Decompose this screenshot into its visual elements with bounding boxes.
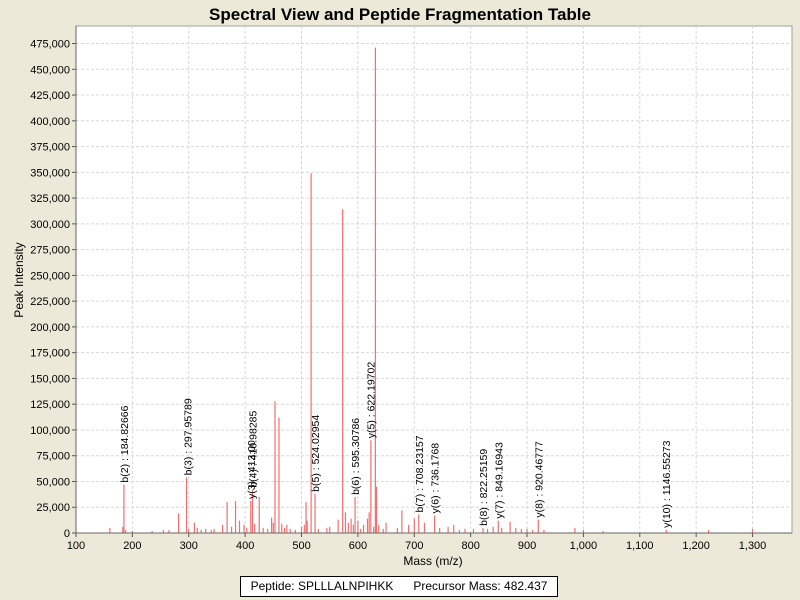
y-tick-label: 50,000	[36, 476, 70, 488]
grid-lines	[75, 26, 792, 534]
x-tick-label: 600	[349, 540, 367, 552]
legend-box: Peptide: SPLLLALNPIHKK Precursor Mass: 4…	[240, 576, 558, 597]
peak-annotation-label: b(2) : 184.82666	[119, 405, 131, 482]
y-tick-label: 275,000	[30, 245, 70, 257]
x-tick-label: 1,100	[626, 540, 654, 552]
y-tick-label: 100,000	[30, 425, 70, 437]
x-tick-label: 200	[123, 540, 141, 552]
peak-annotation-label: y(7) : 849.16943	[493, 442, 505, 519]
peak-series	[109, 47, 754, 533]
y-tick-label: 175,000	[30, 348, 70, 360]
x-axis-label: Mass (m/z)	[403, 554, 462, 568]
y-tick-label: 75,000	[36, 451, 70, 463]
peak-annotation-label: y(3) : 413.00	[246, 440, 258, 499]
y-tick-label: 150,000	[30, 373, 70, 385]
x-tick-label: 1,000	[570, 540, 598, 552]
peak-annotations: b(2) : 184.82666 b(3) : 297.95789 y(3) : 4…	[119, 362, 673, 528]
peak-annotation-label: y(5) : 622.19702	[365, 362, 377, 439]
x-tick-label: 100	[67, 540, 85, 552]
y-tick-label: 425,000	[30, 90, 70, 102]
x-tick-label: 500	[292, 540, 310, 552]
chart-title: Spectral View and Peptide Fragmentation …	[209, 5, 591, 24]
peak-annotation-label: y(8) : 920.46777	[534, 441, 546, 518]
legend-peptide: Peptide: SPLLLALNPIHKK	[250, 579, 394, 593]
x-tick-label: 1,200	[682, 540, 710, 552]
legend-precursor-mass: Precursor Mass: 482.437	[413, 579, 548, 593]
y-tick-label: 450,000	[30, 64, 70, 76]
peak-annotation-label: b(6) : 595.30786	[350, 418, 362, 495]
y-tick-label: 300,000	[30, 219, 70, 231]
plot-area	[75, 25, 793, 534]
y-tick-label: 400,000	[30, 116, 70, 128]
y-tick-label: 125,000	[30, 399, 70, 411]
y-tick-label: 375,000	[30, 142, 70, 154]
y-tick-label: 250,000	[30, 270, 70, 282]
y-tick-label: 0	[64, 528, 70, 540]
y-tick-label: 475,000	[30, 39, 70, 51]
y-tick-label: 25,000	[36, 502, 70, 514]
peak-annotation-label: b(4) : 410.98285	[247, 411, 259, 488]
y-tick-label: 225,000	[30, 296, 70, 308]
x-axis: 100 200 300 400 500 600 700 800 900 1,000 1,100 1,2…	[67, 532, 792, 552]
y-tick-label: 350,000	[30, 167, 70, 179]
x-tick-label: 900	[518, 540, 536, 552]
x-tick-label: 700	[405, 540, 423, 552]
y-axis-label: Peak Intensity	[12, 242, 26, 317]
x-tick-label: 1,300	[739, 540, 767, 552]
peak-annotation-label: y(10) : 1146.55273	[661, 440, 673, 528]
spectrum-chart: Spectral View and Peptide Fragmentation …	[12, 5, 793, 568]
peak-annotation-label: y(6) : 736.1768	[430, 443, 442, 514]
peak-annotation-label: b(3) : 297.95789	[183, 398, 195, 475]
x-tick-label: 800	[461, 540, 479, 552]
peak-annotation-label: b(8) : 822.25159	[478, 449, 490, 526]
peak-annotation-label: b(7) : 708.23157	[414, 435, 426, 512]
x-tick-label: 400	[236, 540, 254, 552]
y-axis: 0 25,000 50,000 75,000 100,000 125,000 150,000…	[30, 26, 77, 540]
x-tick-label: 300	[180, 540, 198, 552]
y-tick-label: 200,000	[30, 322, 70, 334]
peak-annotation-label: b(5) : 524.02954	[310, 415, 322, 492]
y-tick-label: 325,000	[30, 193, 70, 205]
